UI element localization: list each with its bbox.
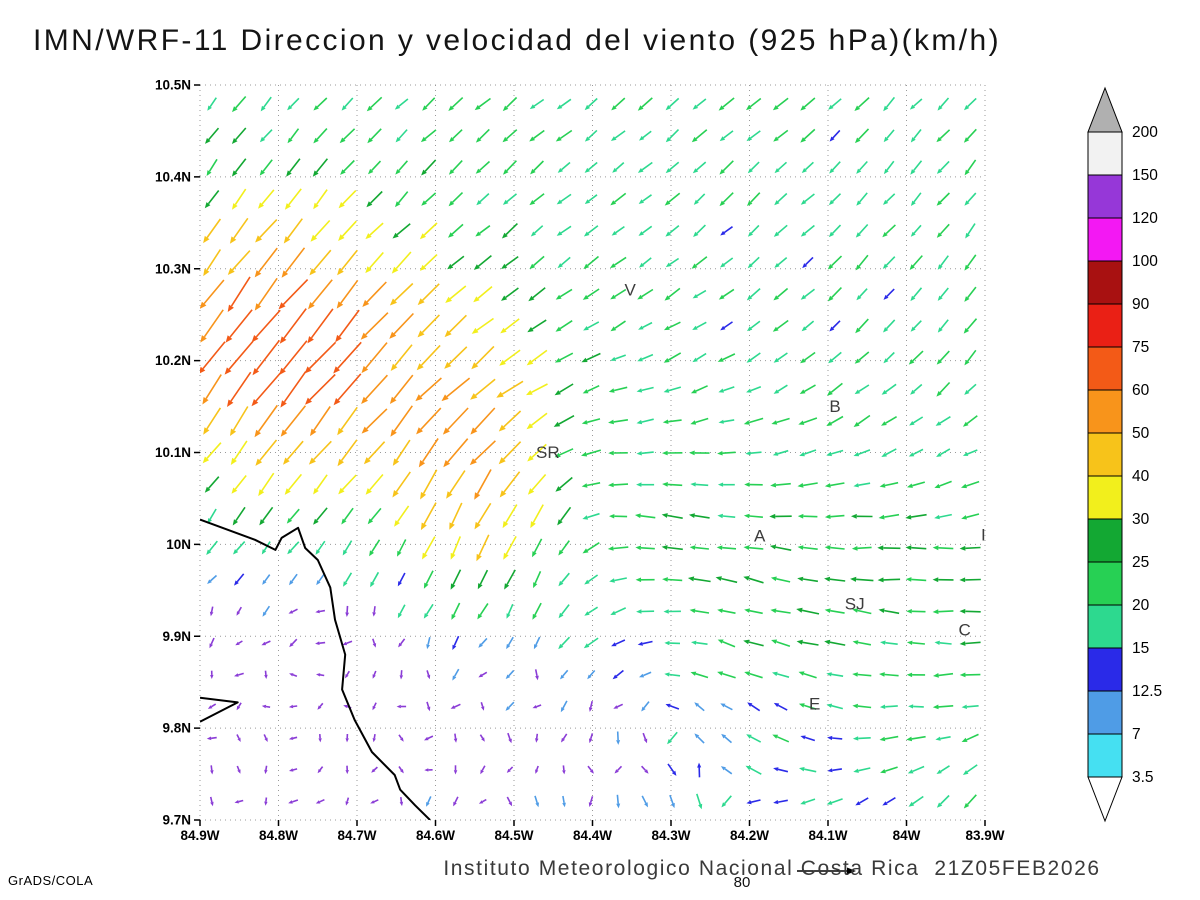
colorbar-label: 120 [1132,210,1158,227]
grid-lines [199,84,986,821]
x-tick-label: 84W [893,828,921,843]
x-tick-label: 84.1W [808,828,847,843]
y-tick-label: 10.1N [155,445,191,460]
colorbar-label: 60 [1132,382,1150,399]
station-label-A: A [754,527,766,546]
coastline [200,518,431,820]
station-labels: V B SR A I SJ C E [536,280,986,713]
colorbar-label: 200 [1132,124,1158,141]
colorbar-label: 100 [1132,253,1158,270]
station-label-V: V [625,280,637,299]
y-tick-label: 9.7N [162,813,191,828]
y-tick-label: 10N [166,537,191,552]
colorbar-label: 90 [1132,296,1150,313]
x-tick-label: 84.2W [730,828,769,843]
station-label-SJ: SJ [845,595,865,614]
x-tick-label: 84.4W [573,828,612,843]
reference-vector-label: 80 [733,874,751,891]
reference-vector [797,867,856,875]
colorbar-label: 25 [1132,554,1149,571]
axis-labels: 84.9W 84.8W 84.7W 84.6W 84.5W 84.4W 84.3W 84.2W… [155,78,1005,844]
y-tick-label: 9.9N [162,629,191,644]
x-tick-label: 83.9W [965,828,1004,843]
colorbar-label: 3.5 [1132,769,1154,786]
y-tick-label: 10.3N [155,261,191,276]
x-tick-label: 84.9W [180,828,219,843]
x-tick-label: 84.6W [416,828,455,843]
x-tick-label: 84.7W [337,828,376,843]
station-label-SR: SR [536,443,560,462]
colorbar [1087,86,1123,823]
station-label-E: E [809,695,820,714]
grads-credit: GrADS/COLA [8,873,94,888]
colorbar-label: 15 [1132,640,1149,657]
colorbar-label: 30 [1132,511,1150,528]
wind-vectors [200,95,981,810]
y-tick-label: 10.2N [155,353,191,368]
colorbar-label: 12.5 [1132,683,1162,700]
y-tick-label: 9.8N [162,721,191,736]
chart-title: IMN/WRF-11 Direccion y velocidad del vie… [33,24,1001,57]
colorbar-labels: 200 150 120 100 90 75 60 50 40 30 25 20 15 12.5 7 3.5 [1132,124,1162,786]
colorbar-label: 150 [1132,167,1158,184]
colorbar-label: 40 [1132,468,1150,485]
y-tick-label: 10.5N [155,78,191,93]
y-tick-label: 10.4N [155,169,191,184]
colorbar-label: 75 [1132,339,1149,356]
station-label-C: C [958,620,970,639]
colorbar-label: 20 [1132,597,1150,614]
footer-caption: Instituto Meteorologico Nacional Costa R… [443,857,1101,880]
x-tick-label: 84.5W [494,828,533,843]
colorbar-label: 7 [1132,726,1141,743]
station-label-I: I [981,526,986,545]
x-tick-label: 84.8W [259,828,298,843]
station-label-B: B [829,397,840,416]
colorbar-label: 50 [1132,425,1150,442]
x-tick-label: 84.3W [651,828,690,843]
